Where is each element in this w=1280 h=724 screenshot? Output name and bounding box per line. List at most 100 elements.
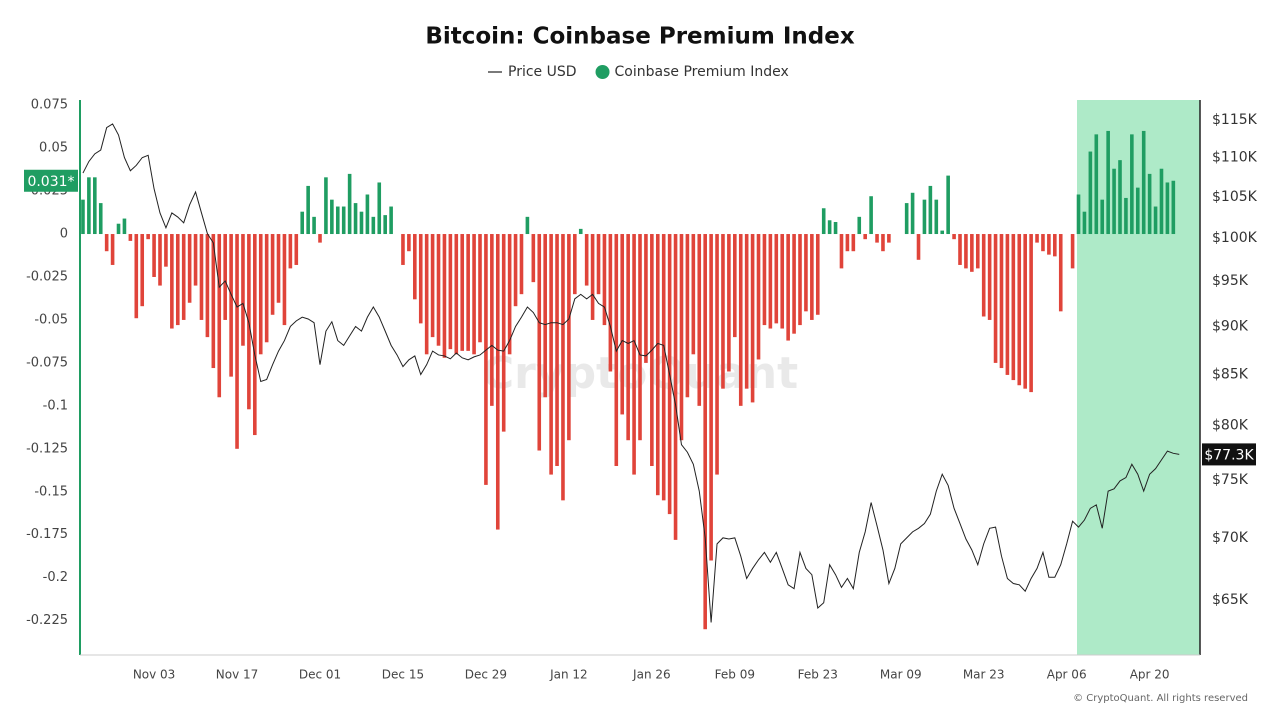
bar: [466, 234, 470, 351]
bar: [916, 234, 921, 260]
x-tick-label: Apr 20: [1130, 668, 1170, 682]
y2-tick-label: $90K: [1212, 318, 1249, 334]
bar: [561, 234, 565, 501]
bar: [709, 234, 713, 561]
bar: [229, 234, 233, 377]
bar: [1023, 234, 1027, 389]
bar: [401, 234, 405, 265]
bar: [448, 234, 453, 350]
bar: [1088, 151, 1093, 235]
legend-dot: [595, 65, 610, 79]
bar: [679, 234, 684, 441]
bar: [1135, 187, 1140, 235]
bar: [1100, 199, 1105, 235]
legend-label: Coinbase Premium Index: [615, 64, 789, 80]
bar: [655, 234, 660, 496]
bar: [887, 234, 891, 243]
bar: [1058, 234, 1063, 312]
bar: [975, 234, 980, 269]
bar: [673, 234, 678, 540]
bar: [1124, 197, 1128, 235]
bar: [697, 234, 702, 406]
bar: [116, 223, 121, 235]
bar: [620, 234, 625, 415]
y2-tick-label: $100K: [1212, 230, 1258, 246]
bar: [1141, 130, 1146, 235]
bar: [490, 234, 494, 406]
bar: [294, 234, 299, 265]
bar: [519, 234, 524, 295]
bar: [537, 234, 542, 451]
bar: [632, 234, 636, 475]
bar: [87, 177, 91, 235]
bar: [128, 234, 133, 241]
bar: [318, 234, 322, 243]
bar: [845, 234, 850, 252]
bar: [436, 234, 441, 346]
bar: [525, 216, 530, 235]
bar: [199, 234, 204, 320]
bar: [193, 234, 198, 286]
bar: [584, 234, 589, 286]
bar: [282, 234, 287, 326]
bar: [472, 234, 476, 355]
bar: [122, 218, 127, 235]
bar: [970, 234, 974, 272]
y2-tick-label: $70K: [1212, 530, 1249, 546]
bar: [531, 234, 536, 283]
bar: [952, 234, 956, 240]
bar: [703, 234, 707, 630]
bar: [792, 234, 796, 334]
bar: [863, 234, 867, 240]
bar: [140, 234, 145, 307]
bar: [946, 175, 950, 235]
bar: [365, 194, 370, 235]
x-tick-label: Mar 23: [963, 668, 1005, 682]
bar: [205, 234, 210, 338]
y-tick-label: 0.075: [31, 98, 68, 113]
bar: [495, 234, 500, 530]
bar: [774, 234, 779, 324]
bar: [134, 234, 139, 319]
bar: [442, 234, 447, 358]
y-tick-label: -0.05: [34, 312, 68, 327]
bar: [922, 199, 927, 235]
bar: [1112, 168, 1116, 235]
bar: [910, 192, 915, 235]
y2-tick-label: $80K: [1212, 418, 1249, 434]
bar: [258, 234, 263, 355]
bar: [810, 234, 814, 320]
bar: [187, 234, 192, 303]
bar: [413, 234, 417, 300]
bar: [644, 234, 648, 363]
bar: [857, 216, 862, 235]
x-tick-label: Feb 23: [798, 668, 838, 682]
bar: [264, 234, 269, 343]
bar: [513, 234, 518, 307]
bar: [371, 216, 376, 235]
bar: [81, 199, 85, 235]
bar: [1130, 134, 1134, 235]
y-tick-label: -0.2: [43, 570, 68, 585]
bar: [691, 234, 696, 355]
bar: [164, 234, 168, 267]
bar: [424, 234, 429, 355]
bar: [217, 234, 222, 398]
bar: [750, 234, 755, 403]
bar: [821, 208, 826, 235]
bar: [1082, 211, 1087, 235]
x-tick-label: Apr 06: [1047, 668, 1087, 682]
y-tick-label: -0.225: [26, 613, 68, 628]
bar: [738, 234, 743, 406]
bar: [1070, 234, 1075, 269]
bar: [1159, 168, 1164, 235]
bar: [721, 234, 725, 389]
bar: [110, 234, 115, 265]
x-tick-label: Dec 15: [382, 668, 424, 682]
bar: [993, 234, 998, 363]
y-tick-label: -0.175: [26, 527, 68, 542]
bar: [1053, 234, 1057, 257]
bar: [578, 228, 583, 235]
